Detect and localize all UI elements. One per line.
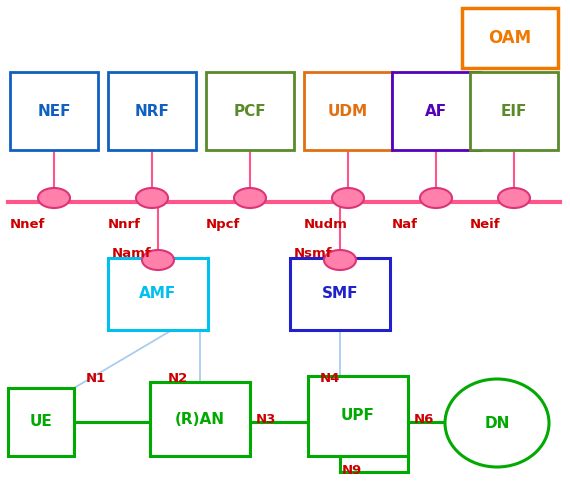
Text: Nnef: Nnef — [10, 218, 46, 231]
Text: AF: AF — [425, 103, 447, 118]
Text: N3: N3 — [256, 413, 276, 426]
FancyBboxPatch shape — [304, 72, 392, 150]
Text: NEF: NEF — [37, 103, 71, 118]
Text: N9: N9 — [342, 464, 363, 477]
Text: N6: N6 — [414, 413, 434, 426]
Text: OAM: OAM — [488, 29, 532, 47]
Text: EIF: EIF — [501, 103, 527, 118]
Text: Naf: Naf — [392, 218, 418, 231]
FancyBboxPatch shape — [206, 72, 294, 150]
Text: PCF: PCF — [234, 103, 266, 118]
Ellipse shape — [38, 188, 70, 208]
Text: UPF: UPF — [341, 409, 375, 424]
Ellipse shape — [234, 188, 266, 208]
Ellipse shape — [445, 379, 549, 467]
Ellipse shape — [324, 250, 356, 270]
Ellipse shape — [142, 250, 174, 270]
Ellipse shape — [136, 188, 168, 208]
FancyBboxPatch shape — [150, 382, 250, 456]
FancyBboxPatch shape — [290, 258, 390, 330]
Ellipse shape — [420, 188, 452, 208]
Text: SMF: SMF — [321, 286, 359, 301]
Text: Nudm: Nudm — [304, 218, 348, 231]
FancyBboxPatch shape — [10, 72, 98, 150]
FancyBboxPatch shape — [462, 8, 558, 68]
Text: DN: DN — [484, 415, 510, 430]
FancyBboxPatch shape — [308, 376, 408, 456]
Text: N2: N2 — [168, 372, 188, 385]
FancyBboxPatch shape — [470, 72, 558, 150]
Text: (R)AN: (R)AN — [175, 412, 225, 426]
Text: N1: N1 — [86, 372, 106, 385]
Ellipse shape — [332, 188, 364, 208]
FancyBboxPatch shape — [392, 72, 480, 150]
Text: Namf: Namf — [112, 247, 152, 260]
Ellipse shape — [498, 188, 530, 208]
Text: Nnrf: Nnrf — [108, 218, 141, 231]
Text: UE: UE — [30, 414, 52, 429]
Text: AMF: AMF — [140, 286, 177, 301]
Text: Neif: Neif — [470, 218, 500, 231]
FancyBboxPatch shape — [8, 388, 74, 456]
Text: Npcf: Npcf — [206, 218, 241, 231]
FancyBboxPatch shape — [108, 258, 208, 330]
Text: N4: N4 — [320, 372, 340, 385]
Text: UDM: UDM — [328, 103, 368, 118]
Text: NRF: NRF — [135, 103, 169, 118]
Text: Nsmf: Nsmf — [294, 247, 333, 260]
FancyBboxPatch shape — [108, 72, 196, 150]
